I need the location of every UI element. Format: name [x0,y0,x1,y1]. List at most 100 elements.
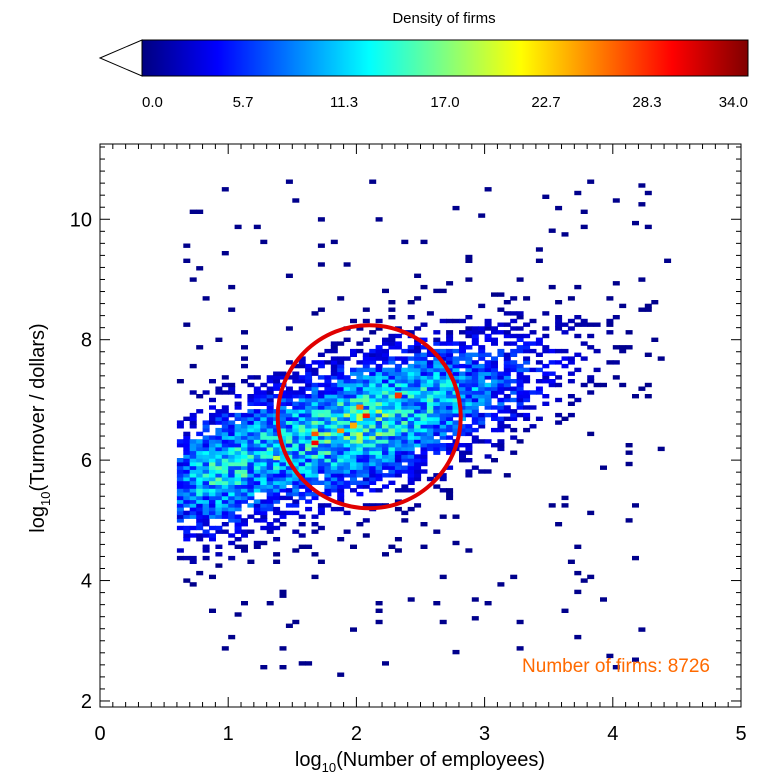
heatmap-cell [478,303,486,309]
heatmap-cell [625,461,633,467]
heatmap-cell [414,476,422,482]
heatmap-cell [426,397,434,403]
heatmap-cell [561,322,569,327]
heatmap-cell [305,458,313,463]
heatmap-cell [426,390,434,395]
heatmap-cell [189,458,197,463]
heatmap-cell [266,401,274,406]
heatmap-cell [644,190,652,196]
heatmap-cell [196,450,204,455]
heatmap-cell [420,461,428,467]
heatmap-cell [388,356,396,361]
heatmap-cell [375,394,383,399]
heatmap-cell [465,326,473,331]
heatmap-cell [215,552,223,557]
heatmap-cell [241,544,248,549]
heatmap-cell [305,420,313,425]
heatmap-cell [298,454,306,459]
heatmap-cell [189,412,197,418]
heatmap-cell [215,439,223,444]
heatmap-cell [452,420,460,425]
heatmap-cell [356,404,364,409]
heatmap-cell [503,356,511,361]
heatmap-cell [196,465,204,470]
heatmap-cell [433,601,441,606]
heatmap-cell [292,390,300,395]
heatmap-cell [324,461,332,467]
heatmap-cell [279,480,287,485]
heatmap-cell [420,439,428,444]
heatmap-cell [305,473,313,478]
heatmap-cell [523,394,531,399]
heatmap-cell [497,352,505,357]
heatmap-cell [292,458,300,463]
heatmap-cell [580,341,588,346]
heatmap-cell [337,390,345,395]
heatmap-cells [176,179,672,677]
heatmap-cell [394,333,402,339]
heatmap-cell [305,379,313,384]
heatmap-cell [253,397,261,403]
heatmap-cell [234,514,242,519]
heatmap-cell [587,333,595,339]
heatmap-cell [356,386,364,391]
heatmap-cell [350,443,357,448]
heatmap-cell [350,458,357,463]
heatmap-cell [266,454,274,459]
heatmap-cell [285,435,293,440]
heatmap-cell [196,506,204,512]
heatmap-cell [394,537,402,542]
heatmap-cell [189,525,197,531]
heatmap-cell [433,416,441,421]
heatmap-cell [202,424,210,429]
heatmap-cell [285,427,293,433]
heatmap-cell [484,390,492,395]
heatmap-cell [196,209,204,214]
heatmap-cell [337,461,345,467]
heatmap-cell [407,386,415,391]
heatmap-cell [350,488,357,493]
heatmap-cell [561,416,569,421]
heatmap-cell [183,480,191,485]
heatmap-cell [241,427,248,433]
y-tick-label: 2 [81,691,92,713]
heatmap-cell [459,450,466,455]
heatmap-cell [459,348,466,354]
heatmap-cell [253,506,261,512]
heatmap-cell [369,461,377,467]
heatmap-cell [266,476,274,482]
heatmap-cell [542,333,550,339]
heatmap-cell [484,187,492,192]
heatmap-cell [625,518,633,523]
heatmap-cell [382,367,389,373]
heatmap-cell [247,529,255,534]
heatmap-cell [183,525,191,531]
heatmap-cell [567,371,575,376]
heatmap-cell [510,326,518,331]
heatmap-cell [292,424,300,429]
heatmap-cell [228,469,236,474]
heatmap-cell [459,352,466,357]
heatmap-cell [446,491,454,497]
heatmap-cell [317,397,325,403]
heatmap-cell [183,446,191,452]
heatmap-cell [510,435,518,440]
heatmap-cell [625,443,633,448]
heatmap-cell [612,198,620,203]
heatmap-cell [388,409,396,414]
heatmap-cell [452,401,460,406]
heatmap-cell [183,450,191,455]
heatmap-cell [369,412,377,418]
heatmap-cell [285,469,293,474]
heatmap-cell [388,412,396,418]
y-axis-label: log10(Turnover / dollars) [27,323,53,532]
heatmap-cell [260,446,268,452]
heatmap-cell [362,382,370,388]
heatmap-cell [241,330,248,335]
heatmap-cell [241,601,248,606]
heatmap-cell [369,360,377,365]
heatmap-cell [260,431,268,437]
heatmap-cell [535,386,543,391]
heatmap-cell [420,446,428,452]
heatmap-cell [311,574,319,580]
